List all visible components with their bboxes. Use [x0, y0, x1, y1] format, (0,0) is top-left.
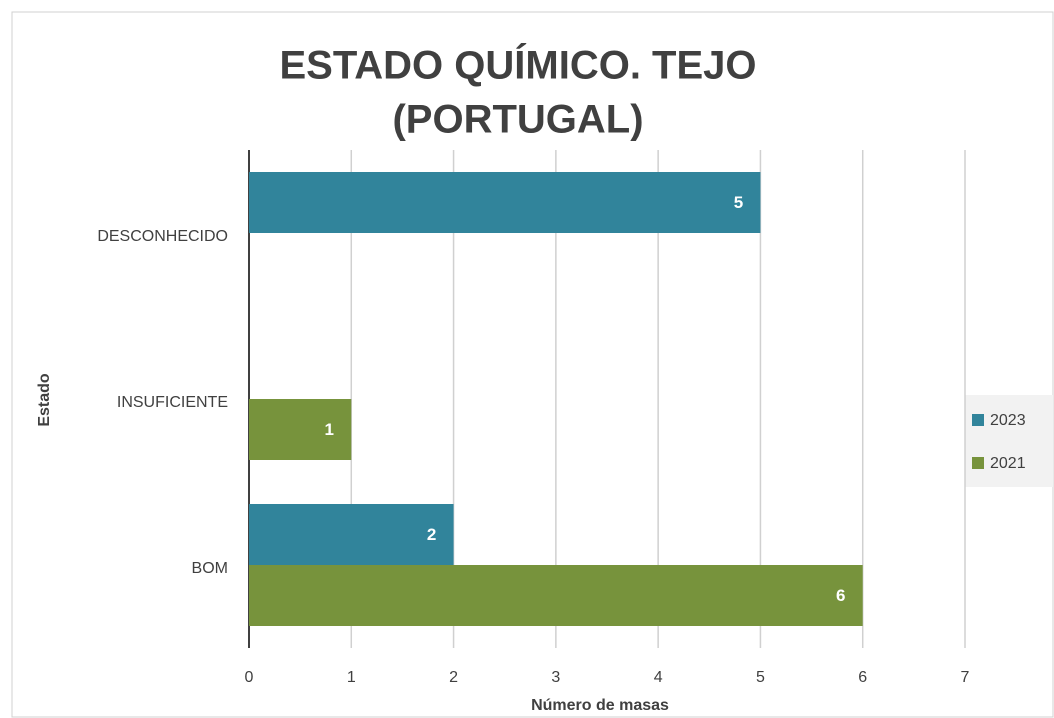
bar — [249, 504, 454, 565]
y-axis-label: Estado — [36, 373, 53, 427]
x-tick-label: 0 — [245, 669, 254, 686]
x-tick-label: 6 — [858, 669, 867, 686]
y-tick-label: BOM — [192, 560, 228, 577]
y-tick-label: DESCONHECIDO — [97, 228, 228, 245]
x-tick-label: 5 — [756, 669, 765, 686]
data-label: 5 — [734, 193, 743, 212]
x-tick-label: 2 — [449, 669, 458, 686]
x-axis-label: Número de masas — [531, 697, 669, 714]
data-label: 6 — [836, 586, 845, 605]
x-tick-label: 7 — [961, 669, 970, 686]
legend-label: 2021 — [990, 455, 1026, 472]
x-tick-label: 3 — [551, 669, 560, 686]
chart-subtitle: (PORTUGAL) — [392, 98, 643, 142]
x-tick-label: 1 — [347, 669, 356, 686]
bar — [249, 399, 352, 460]
y-tick-label: INSUFICIENTE — [117, 394, 228, 411]
bar — [249, 565, 863, 626]
data-label: 1 — [325, 420, 334, 439]
legend-swatch — [972, 414, 984, 426]
legend-box — [965, 395, 1053, 487]
legend-swatch — [972, 457, 984, 469]
data-label: 2 — [427, 525, 436, 544]
legend-label: 2023 — [990, 412, 1026, 429]
bar — [249, 172, 761, 233]
chart-title: ESTADO QUÍMICO. TEJO — [279, 43, 756, 88]
x-tick-label: 4 — [654, 669, 663, 686]
